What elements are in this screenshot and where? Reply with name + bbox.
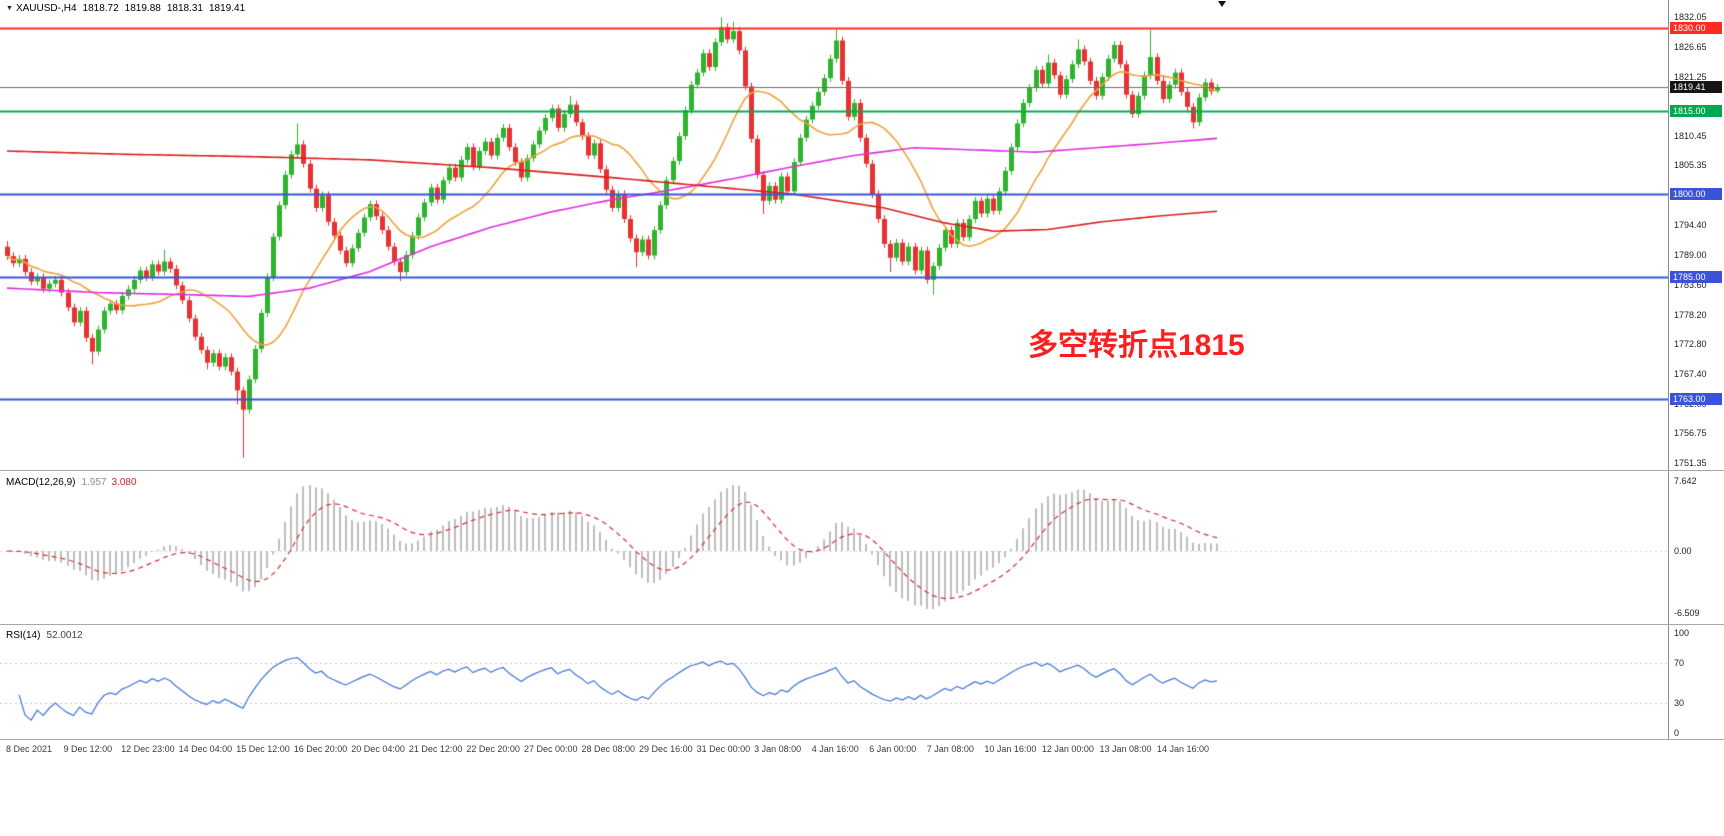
rsi-indicator-label: RSI(14) 52.0012 — [6, 630, 83, 641]
time-axis-label: 12 Dec 23:00 — [121, 744, 175, 754]
price-level-badge: 1800.00 — [1670, 188, 1722, 201]
price-level-badge: 1830.00 — [1670, 22, 1722, 35]
chart-shift-marker[interactable] — [1218, 1, 1226, 7]
macd-signal-value: 3.080 — [111, 477, 137, 488]
time-axis-label: 15 Dec 12:00 — [236, 744, 290, 754]
price-tick-label: 1805.35 — [1674, 159, 1707, 170]
chart-annotation-text: 多空转折点1815 — [1028, 329, 1245, 362]
rsi-axis-label: 70 — [1674, 658, 1685, 668]
price-level-badge: 1763.00 — [1670, 392, 1722, 405]
rsi-indicator-canvas[interactable] — [0, 625, 1668, 739]
time-axis-label: 20 Dec 04:00 — [351, 744, 405, 754]
time-axis-label: 4 Jan 16:00 — [811, 744, 859, 754]
price-tick-label: 1794.40 — [1674, 220, 1707, 231]
symbol-period-label: XAUUSD-,H4 — [15, 3, 77, 14]
time-axis-label: 13 Jan 08:00 — [1099, 744, 1152, 754]
panel-divider[interactable] — [0, 739, 1724, 740]
panel-divider[interactable] — [0, 470, 1724, 471]
rsi-axis-label: 100 — [1674, 628, 1690, 638]
panel-divider[interactable] — [0, 624, 1724, 625]
ohlc-high-value: 1819.88 — [124, 3, 161, 14]
chart-menu-triangle-icon: ▼ — [6, 5, 13, 12]
candlestick-chart-canvas[interactable] — [0, 0, 1668, 470]
ohlc-open-value: 1818.72 — [82, 3, 119, 14]
price-level-badge: 1815.00 — [1670, 105, 1722, 118]
time-axis-label: 28 Dec 08:00 — [581, 744, 636, 754]
macd-axis-label: 0.00 — [1674, 546, 1692, 556]
rsi-value: 52.0012 — [46, 630, 83, 641]
rsi-name: RSI(14) — [6, 630, 41, 641]
time-axis-label: 22 Dec 20:00 — [466, 744, 520, 754]
price-tick-label: 1767.40 — [1674, 369, 1707, 380]
time-axis-label: 16 Dec 20:00 — [293, 744, 348, 754]
ohlc-low-value: 1818.31 — [166, 3, 203, 14]
time-axis-label: 10 Jan 16:00 — [984, 744, 1037, 754]
price-level-badge: 1819.41 — [1670, 80, 1722, 93]
price-tick-label: 1778.20 — [1674, 309, 1707, 320]
price-tick-label: 1832.05 — [1674, 12, 1707, 23]
time-axis[interactable]: 8 Dec 2021 9 Dec 12:00 12 Dec 23:00 14 Dec … — [0, 740, 1724, 760]
macd-indicator-label: MACD(12,26,9) 1.957 3.080 — [6, 477, 137, 488]
rsi-axis-label: 30 — [1674, 698, 1685, 708]
price-tick-label: 1810.45 — [1674, 131, 1707, 142]
chart-symbol-header: ▼ XAUUSD-,H4 1818.72 1819.88 1818.31 1819.41 — [6, 3, 251, 14]
time-axis-label: 8 Dec 2021 — [6, 744, 53, 754]
time-axis-label: 9 Dec 12:00 — [63, 744, 113, 754]
price-tick-label: 1826.65 — [1674, 41, 1707, 52]
macd-name: MACD(12,26,9) — [6, 477, 76, 488]
rsi-axis-label: 0 — [1674, 728, 1680, 738]
time-axis-label: 7 Jan 08:00 — [926, 744, 974, 754]
macd-axis-label: -6.509 — [1674, 608, 1700, 618]
time-axis-label: 12 Jan 00:00 — [1041, 744, 1094, 754]
time-axis-label: 29 Dec 16:00 — [639, 744, 693, 754]
price-tick-label: 1751.35 — [1674, 458, 1707, 469]
price-tick-label: 1756.75 — [1674, 428, 1707, 439]
macd-indicator-canvas[interactable] — [0, 471, 1668, 624]
price-tick-label: 1821.25 — [1674, 71, 1707, 82]
macd-main-value: 1.957 — [81, 477, 107, 488]
time-axis-label: 31 Dec 00:00 — [696, 744, 751, 754]
price-level-badge: 1785.00 — [1670, 271, 1722, 284]
time-axis-label: 14 Jan 16:00 — [1157, 744, 1210, 754]
macd-axis-label: 7.642 — [1674, 476, 1697, 486]
price-tick-label: 1772.80 — [1674, 339, 1707, 350]
price-axis[interactable]: 1832.05 1826.65 1821.25 1810.45 1805.35 1794.… — [1668, 0, 1724, 740]
price-tick-label: 1783.60 — [1674, 279, 1707, 290]
time-axis-label: 6 Jan 00:00 — [869, 744, 917, 754]
time-axis-label: 14 Dec 04:00 — [178, 744, 233, 754]
time-axis-label: 27 Dec 00:00 — [523, 744, 578, 754]
ohlc-close-value: 1819.41 — [208, 3, 246, 14]
time-axis-label: 3 Jan 08:00 — [754, 744, 802, 754]
time-axis-label: 21 Dec 12:00 — [408, 744, 463, 754]
price-tick-label: 1789.00 — [1674, 249, 1707, 260]
